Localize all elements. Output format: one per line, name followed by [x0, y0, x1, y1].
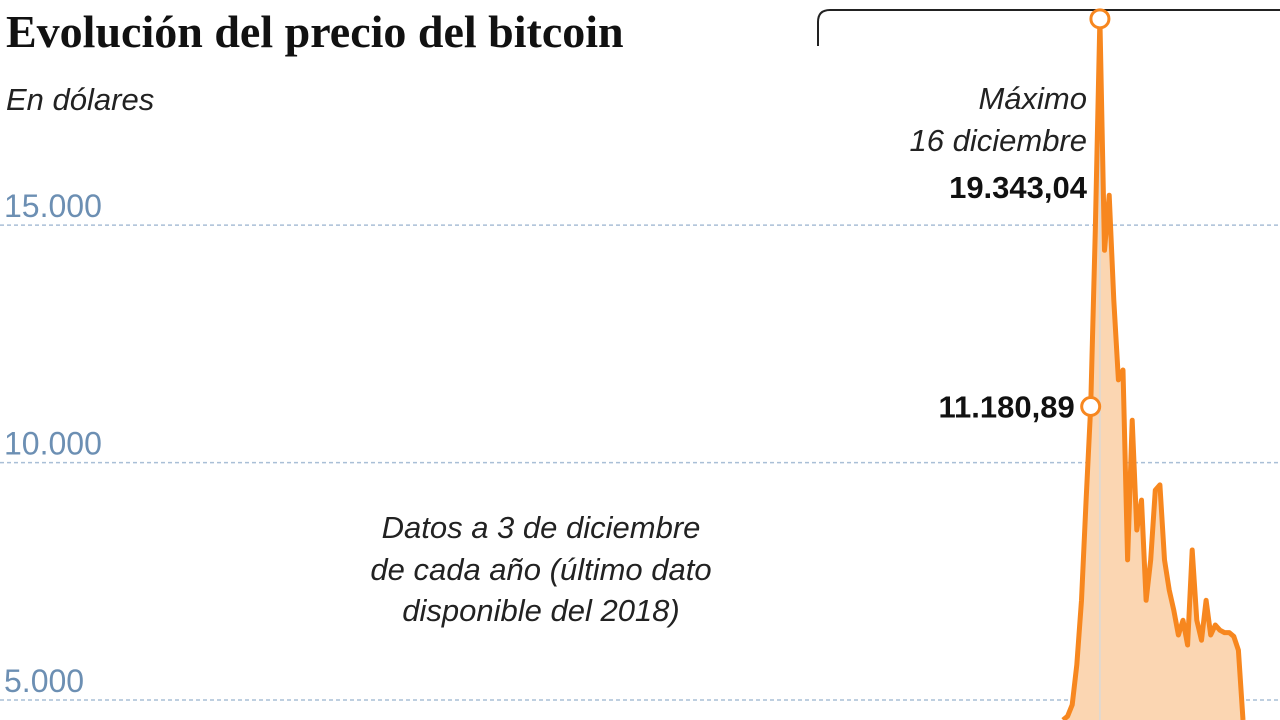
- note: disponible del 2018): [402, 593, 680, 628]
- annotation: Máximo: [978, 81, 1087, 116]
- line: [1061, 16, 1246, 720]
- area: [1063, 18, 1243, 720]
- value-label: 19.343,04: [949, 170, 1088, 205]
- subtitle: En dólares: [6, 82, 154, 117]
- frame: [817, 9, 1280, 46]
- y-tick-label: 10.000: [4, 426, 102, 462]
- y-tick-label: 15.000: [4, 188, 102, 224]
- annotation: 16 diciembre: [910, 123, 1087, 158]
- note: de cada año (último dato: [370, 552, 711, 587]
- point-marker: [1089, 8, 1111, 30]
- note: Datos a 3 de diciembre: [382, 510, 701, 545]
- chart-title: Evolución del precio del bitcoin: [6, 6, 624, 57]
- point-marker: [1080, 396, 1102, 418]
- y-tick-label: 5.000: [4, 663, 84, 699]
- value-label: 11.180,89: [938, 390, 1074, 425]
